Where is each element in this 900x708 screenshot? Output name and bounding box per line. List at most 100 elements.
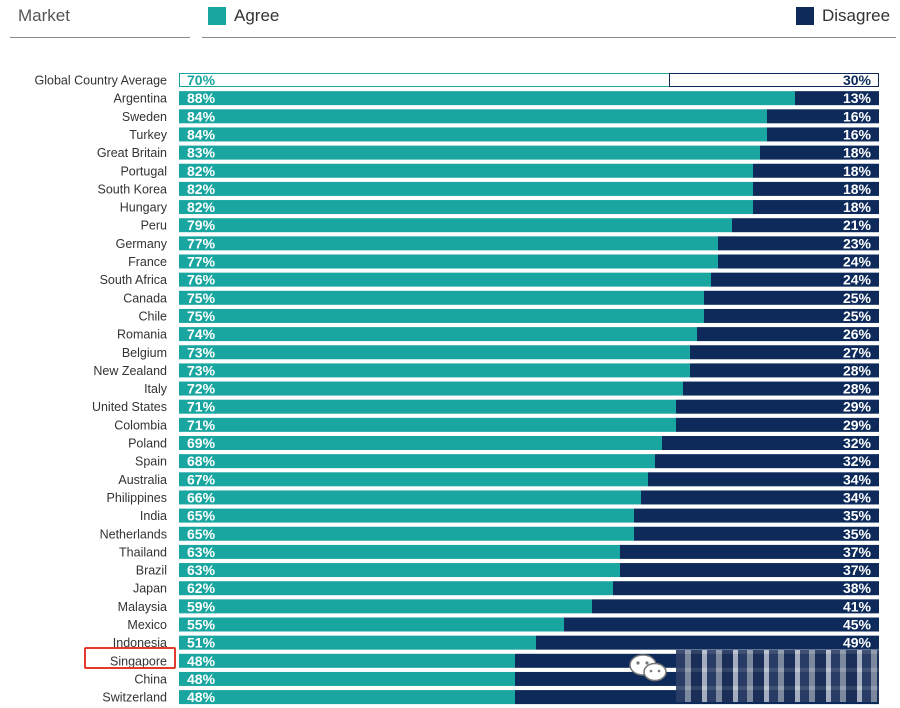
bar-agree-australia	[179, 472, 648, 487]
bar-disagree-indonesia	[536, 635, 879, 650]
category-label-turkey: Turkey	[129, 128, 167, 142]
category-label-south-korea: South Korea	[98, 182, 168, 196]
value-agree-sweden: 84%	[187, 108, 216, 124]
bar-agree-malaysia	[179, 599, 592, 614]
value-agree-global-country-average: 70%	[187, 72, 216, 88]
bar-agree-singapore	[179, 653, 515, 668]
value-disagree-hungary: 18%	[843, 199, 872, 215]
category-label-new-zealand: New Zealand	[93, 364, 167, 378]
bar-agree-philippines	[179, 490, 641, 505]
category-label-poland: Poland	[128, 437, 167, 451]
bar-agree-japan	[179, 581, 613, 596]
bar-agree-hungary	[179, 200, 753, 215]
value-agree-thailand: 63%	[187, 544, 216, 560]
bar-disagree-turkey	[767, 127, 879, 142]
agree-swatch	[208, 7, 226, 25]
category-label-sweden: Sweden	[122, 110, 167, 124]
highlight-box-singapore	[84, 647, 176, 669]
bar-disagree-peru	[732, 218, 879, 233]
bar-disagree-germany	[718, 236, 879, 251]
category-label-portugal: Portugal	[120, 164, 167, 178]
value-disagree-spain: 32%	[843, 453, 872, 469]
value-disagree-sweden: 16%	[843, 108, 872, 124]
value-disagree-south-africa: 24%	[843, 272, 872, 288]
category-label-global-country-average: Global Country Average	[35, 74, 168, 88]
bar-agree-south-africa	[179, 272, 711, 287]
value-disagree-chile: 25%	[843, 308, 872, 324]
bar-disagree-south-africa	[711, 272, 879, 287]
bar-disagree-malaysia	[592, 599, 879, 614]
legend-agree: Agree	[208, 6, 279, 26]
value-disagree-argentina: 13%	[843, 90, 872, 106]
category-label-belgium: Belgium	[122, 346, 167, 360]
value-agree-philippines: 66%	[187, 489, 216, 505]
category-label-germany: Germany	[116, 237, 168, 251]
bar-agree-new-zealand	[179, 363, 690, 378]
value-agree-indonesia: 51%	[187, 635, 216, 651]
value-disagree-mexico: 45%	[843, 617, 872, 633]
bar-disagree-brazil	[620, 563, 879, 578]
value-disagree-canada: 25%	[843, 290, 872, 306]
value-agree-portugal: 82%	[187, 163, 216, 179]
value-agree-spain: 68%	[187, 453, 216, 469]
category-label-south-africa: South Africa	[100, 273, 167, 287]
category-label-canada: Canada	[123, 291, 167, 305]
value-agree-switzerland: 48%	[187, 689, 216, 705]
bar-agree-spain	[179, 454, 655, 469]
market-header: Market	[18, 6, 70, 25]
bar-agree-indonesia	[179, 635, 536, 650]
value-agree-mexico: 55%	[187, 617, 216, 633]
value-disagree-thailand: 37%	[843, 544, 872, 560]
category-label-france: France	[128, 255, 167, 269]
value-disagree-india: 35%	[843, 508, 872, 524]
value-agree-france: 77%	[187, 254, 216, 270]
value-agree-poland: 69%	[187, 435, 216, 451]
value-agree-hungary: 82%	[187, 199, 216, 215]
bar-agree-thailand	[179, 544, 620, 559]
value-disagree-peru: 21%	[843, 217, 872, 233]
bar-disagree-canada	[704, 290, 879, 305]
bar-agree-china	[179, 671, 515, 686]
value-agree-china: 48%	[187, 671, 216, 687]
bar-disagree-romania	[697, 327, 879, 342]
bar-agree-sweden	[179, 109, 767, 124]
category-label-singapore: Singapore	[110, 654, 167, 668]
value-disagree-japan: 38%	[843, 580, 872, 596]
bar-disagree-italy	[683, 381, 879, 396]
value-agree-canada: 75%	[187, 290, 216, 306]
category-label-india: India	[140, 509, 167, 523]
bar-agree-portugal	[179, 163, 753, 178]
value-disagree-italy: 28%	[843, 381, 872, 397]
value-disagree-turkey: 16%	[843, 126, 872, 142]
bar-disagree-sweden	[767, 109, 879, 124]
value-agree-colombia: 71%	[187, 417, 216, 433]
value-agree-india: 65%	[187, 508, 216, 524]
value-agree-peru: 79%	[187, 217, 216, 233]
bar-disagree-japan	[613, 581, 879, 596]
value-disagree-portugal: 18%	[843, 163, 872, 179]
value-agree-belgium: 73%	[187, 344, 216, 360]
bar-agree-brazil	[179, 563, 620, 578]
legend-underline	[202, 37, 896, 38]
value-agree-united-states: 71%	[187, 399, 216, 415]
value-disagree-philippines: 34%	[843, 489, 872, 505]
value-disagree-brazil: 37%	[843, 562, 872, 578]
bar-agree-south-korea	[179, 181, 753, 196]
category-label-switzerland: Switzerland	[102, 691, 167, 705]
market-header-underline	[10, 37, 190, 38]
value-disagree-belgium: 27%	[843, 344, 872, 360]
bar-disagree-india	[634, 508, 879, 523]
bar-agree-india	[179, 508, 634, 523]
bar-disagree-spain	[655, 454, 879, 469]
value-disagree-united-states: 29%	[843, 399, 872, 415]
category-label-netherlands: Netherlands	[100, 527, 167, 541]
value-disagree-indonesia: 49%	[843, 635, 872, 651]
bar-agree-turkey	[179, 127, 767, 142]
legend-disagree-label: Disagree	[822, 6, 891, 25]
bar-disagree-australia	[648, 472, 879, 487]
value-agree-brazil: 63%	[187, 562, 216, 578]
disagree-swatch	[796, 7, 814, 25]
bar-disagree-philippines	[641, 490, 879, 505]
bar-agree-canada	[179, 290, 704, 305]
bar-agree-global-country-average	[179, 73, 670, 87]
